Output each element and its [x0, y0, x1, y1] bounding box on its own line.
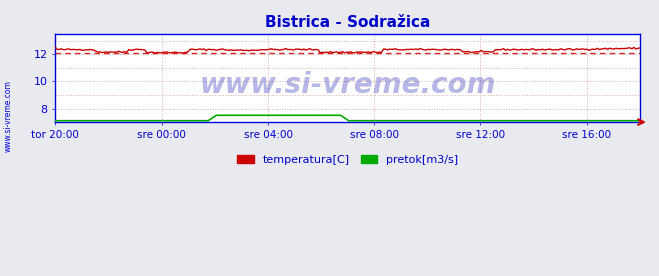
- Text: www.si-vreme.com: www.si-vreme.com: [200, 71, 496, 99]
- Text: www.si-vreme.com: www.si-vreme.com: [3, 80, 13, 152]
- Title: Bistrica - Sodražica: Bistrica - Sodražica: [265, 15, 430, 30]
- Legend: temperatura[C], pretok[m3/s]: temperatura[C], pretok[m3/s]: [237, 155, 459, 165]
